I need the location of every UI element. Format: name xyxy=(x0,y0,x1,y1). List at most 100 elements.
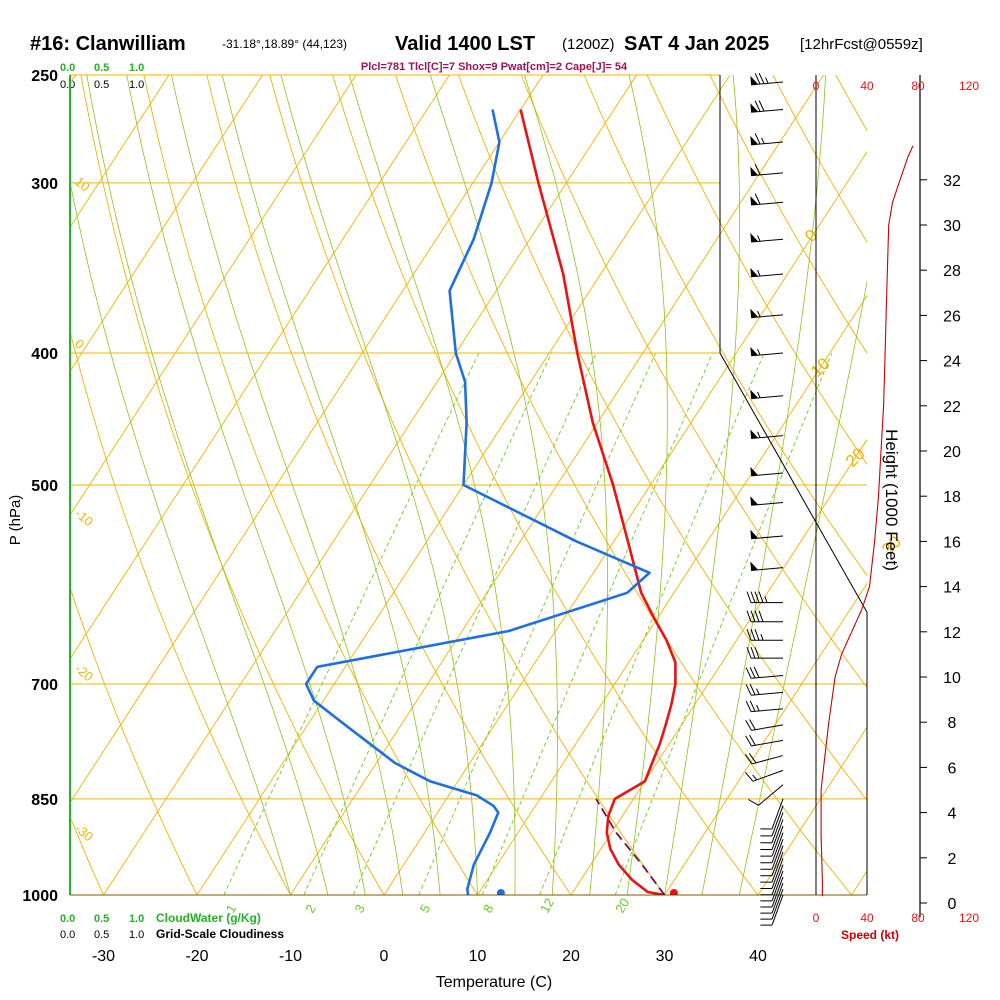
wind-barb xyxy=(760,882,784,914)
height-tick-label: 18 xyxy=(943,489,961,506)
cloudwater-tick: 0.5 xyxy=(94,913,109,925)
mixing-ratio-label: 8 xyxy=(480,902,497,916)
cloudwater-tick: 0.0 xyxy=(60,62,75,74)
wind-barb xyxy=(760,864,784,896)
height-tick-label: 30 xyxy=(943,218,961,235)
wind-barb xyxy=(746,591,783,604)
wind-barb xyxy=(750,529,784,540)
zulu-time: (1200Z) xyxy=(562,36,615,53)
dry-adiabat-label: -30 xyxy=(72,821,96,845)
dry-adiabat-label: -10 xyxy=(72,506,96,530)
wind-barb xyxy=(746,646,783,659)
wind-barb xyxy=(760,888,784,920)
height-tick-label: 8 xyxy=(948,715,957,732)
wind-barb xyxy=(745,769,784,782)
cloudwater-tick: 1.0 xyxy=(129,62,144,74)
height-tick-label: 14 xyxy=(943,580,961,597)
moist-adiabat-line xyxy=(626,75,668,895)
dry-adiabat-line xyxy=(332,75,759,895)
wind-barb xyxy=(750,133,784,146)
height-tick-label: 16 xyxy=(943,534,961,551)
cloudiness-tick: 1.0 xyxy=(129,79,144,91)
isotherm-line xyxy=(70,75,263,372)
wind-barb xyxy=(760,894,784,926)
height-tick-label: 4 xyxy=(948,806,957,823)
pressure-tick-label: 850 xyxy=(31,792,58,809)
temperature-tick-label: -20 xyxy=(185,948,208,965)
moist-adiabat-line xyxy=(524,75,608,895)
wind-barb xyxy=(745,666,784,679)
pressure-tick-label: 700 xyxy=(31,677,58,694)
dry-adiabat-line xyxy=(457,75,867,801)
cloudiness-tick: 0.0 xyxy=(60,79,75,91)
moist-adiabat-line xyxy=(70,180,291,895)
wind-barb xyxy=(750,466,784,477)
height-tick-label: 22 xyxy=(943,399,961,416)
speed-tick-bottom: 120 xyxy=(959,911,979,925)
mixing-ratio-line xyxy=(614,352,833,895)
isotherm-label: 10 xyxy=(807,354,834,381)
cloudwater-tick: 0.0 xyxy=(60,913,75,925)
mixing-ratio-line xyxy=(418,352,656,895)
wind-barb xyxy=(750,100,784,113)
dry-adiabat-line xyxy=(206,75,572,895)
dry-adiabat-line xyxy=(70,329,291,895)
height-tick-label: 0 xyxy=(948,896,957,913)
speed-axis-title: Speed (kt) xyxy=(841,928,899,942)
height-tick-label: 6 xyxy=(948,760,957,777)
valid-time: Valid 1400 LST xyxy=(395,33,535,55)
temperature-tick-label: -10 xyxy=(279,948,302,965)
station-coords: -31.18°,18.89° (44,123) xyxy=(222,37,347,51)
moist-adiabat-line xyxy=(738,280,867,895)
wind-barb xyxy=(760,832,784,864)
wind-barb xyxy=(750,164,784,177)
dry-adiabat-line xyxy=(646,75,867,465)
wind-barb xyxy=(760,870,784,902)
wind-barb xyxy=(750,267,784,278)
pressure-tick-label: 500 xyxy=(31,478,58,495)
wind-barb xyxy=(745,734,784,747)
wind-barb xyxy=(760,839,784,870)
speed-tick-top: 0 xyxy=(813,79,820,93)
cloudwater-label: CloudWater (g/Kg) xyxy=(156,911,261,925)
pressure-tick-label: 300 xyxy=(31,176,58,193)
surface-dewpoint-dot xyxy=(496,889,505,895)
speed-tick-top: 120 xyxy=(959,79,979,93)
wind-barb xyxy=(750,193,784,206)
temperature-tick-label: 40 xyxy=(749,948,767,965)
cloudiness-tick: 0.5 xyxy=(94,79,109,91)
moist-adiabat-line xyxy=(221,75,441,895)
height-axis-title: Height (1000 Feet) xyxy=(882,429,901,571)
speed-tick-bottom: 80 xyxy=(911,911,925,925)
height-tick-label: 32 xyxy=(943,173,961,190)
wind-barb xyxy=(748,784,784,806)
cloudiness-tick: 0.0 xyxy=(60,929,75,941)
pressure-tick-label: 250 xyxy=(31,68,58,85)
pressure-tick-label: 400 xyxy=(31,346,58,363)
y-axis-title: P (hPa) xyxy=(7,495,24,546)
isotherm-line xyxy=(851,870,867,895)
wind-speed-line xyxy=(820,145,914,897)
pressure-lines xyxy=(70,74,867,896)
wind-barb xyxy=(745,719,784,731)
x-axis-title: Temperature (C) xyxy=(436,974,552,991)
cloudwater-scale-top: 0.0 0.5 1.0 0.0 0.5 1.0 xyxy=(60,62,144,91)
wind-barb xyxy=(745,700,784,713)
parcel-path-line xyxy=(595,798,666,895)
cloudwater-tick: 1.0 xyxy=(129,913,144,925)
speed-tick-bottom: 0 xyxy=(813,911,820,925)
temperature-tick-label: 10 xyxy=(469,948,487,965)
wind-barb xyxy=(760,851,784,883)
dry-adiabat-line xyxy=(962,75,1000,895)
height-tick-label: 24 xyxy=(943,354,961,371)
mixing-ratio-label: 2 xyxy=(302,902,319,916)
wind-barb xyxy=(750,346,784,357)
isotherm-label: 20 xyxy=(842,444,869,471)
wind-barb xyxy=(745,684,784,696)
dry-adiabat-line xyxy=(70,586,198,895)
forecast-run: [12hrFcst@0559z] xyxy=(800,36,923,53)
speed-tick-bottom: 40 xyxy=(860,911,874,925)
wind-barb xyxy=(750,389,784,400)
temperature-tick-label: 30 xyxy=(656,948,674,965)
moist-adiabat-line xyxy=(126,75,366,895)
